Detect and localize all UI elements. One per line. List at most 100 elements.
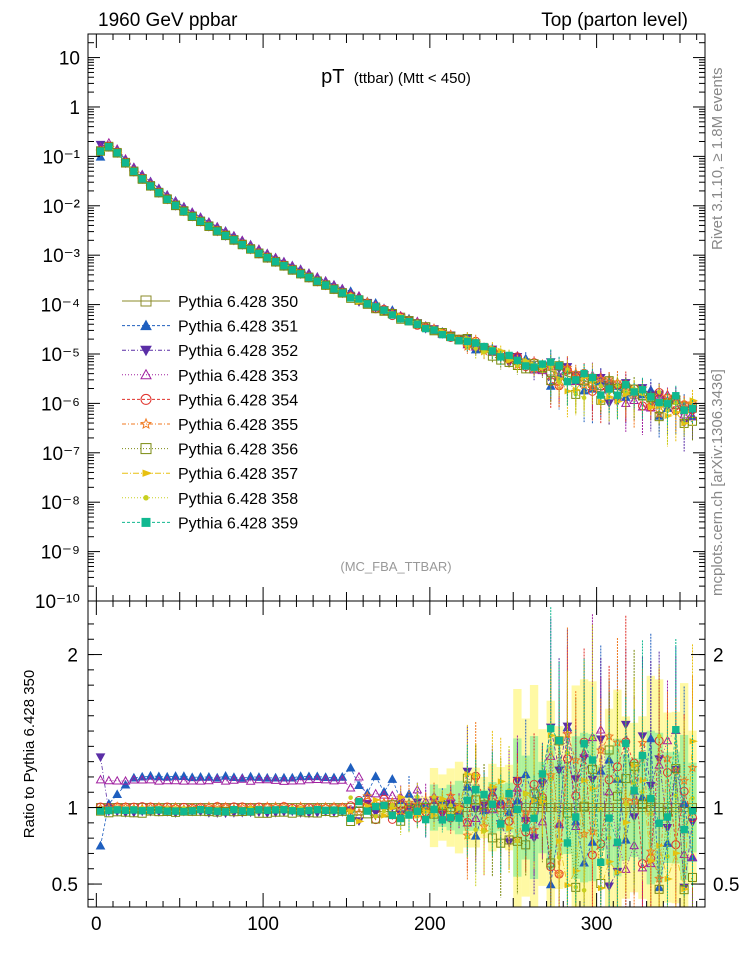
ratio-point xyxy=(329,775,339,785)
ratio-point xyxy=(145,774,156,784)
data-point xyxy=(572,376,580,384)
ratio-point xyxy=(656,733,662,739)
ratio-point xyxy=(338,807,347,815)
y-tick-label: 10⁻¹⁰ xyxy=(35,592,80,613)
ratio-point xyxy=(270,772,281,782)
legend-label: Pythia 6.428 350 xyxy=(178,294,298,311)
ratio-y-tick-label: 1 xyxy=(67,799,78,820)
watermark: (MC_FBA_TTBAR) xyxy=(340,559,451,574)
ratio-point xyxy=(515,838,520,844)
data-point xyxy=(263,253,271,262)
ratio-point xyxy=(295,775,306,785)
legend-item-354: Pythia 6.428 354 xyxy=(122,392,298,409)
data-point xyxy=(371,303,380,311)
ratio-point xyxy=(547,724,555,733)
ratio-point xyxy=(320,772,331,781)
ratio-point xyxy=(337,775,348,784)
ratio-point xyxy=(430,805,438,814)
data-point xyxy=(647,393,655,401)
ratio-point xyxy=(229,775,239,784)
legend-marker xyxy=(140,345,152,357)
ratio-point xyxy=(538,770,547,778)
ratio-point xyxy=(312,774,323,783)
ratio-y-tick-label: 0.5 xyxy=(52,875,78,896)
ratio-point xyxy=(346,814,355,823)
legend-label: Pythia 6.428 359 xyxy=(178,515,298,532)
data-point xyxy=(556,379,562,385)
mcplots-label: mcplots.cern.ch [arXiv:1306.3436] xyxy=(709,369,726,596)
legend-label: Pythia 6.428 352 xyxy=(178,343,298,360)
ratio-point xyxy=(162,775,173,785)
data-point xyxy=(330,285,338,293)
data-point xyxy=(595,373,606,384)
ratio-point xyxy=(287,775,298,785)
legend-marker xyxy=(142,469,153,477)
data-point xyxy=(672,392,680,400)
data-point xyxy=(113,149,121,157)
ratio-point xyxy=(387,774,398,783)
main-data-layer xyxy=(95,137,698,452)
ratio-point xyxy=(689,738,698,745)
legend-marker xyxy=(141,517,151,527)
ratio-point xyxy=(372,796,382,804)
legend-marker xyxy=(140,368,152,380)
ratio-point xyxy=(347,808,357,815)
x-tick-label: 100 xyxy=(247,914,279,935)
ratio-point xyxy=(606,858,615,865)
ratio-point xyxy=(664,875,673,883)
legend-label: Pythia 6.428 356 xyxy=(178,442,298,459)
legend: Pythia 6.428 350 Pythia 6.428 351 Pythia 6… xyxy=(122,294,298,532)
main-panel: 10⁻¹⁰ 10⁻⁹ 10⁻⁸ 10⁻⁷ 10⁻⁶ 10⁻⁵ 10⁻⁴ 10⁻³ 10⁻² 10⁻… xyxy=(35,33,706,613)
ratio-point xyxy=(581,887,587,893)
main-y-axis: 10⁻¹⁰ 10⁻⁹ 10⁻⁸ 10⁻⁷ 10⁻⁶ 10⁻⁵ 10⁻⁴ 10⁻³ 10⁻² 10⁻… xyxy=(35,33,705,613)
y-tick-label: 10⁻⁷ xyxy=(42,444,80,465)
data-point xyxy=(688,404,697,413)
series-359 xyxy=(96,143,697,426)
ratio-point xyxy=(212,774,223,783)
ratio-y-tick-label-right: 1 xyxy=(713,799,724,820)
ratio-point xyxy=(681,885,690,893)
data-point xyxy=(488,347,497,355)
ratio-ylabel: Ratio to Pythia 6.428 350 xyxy=(21,670,38,838)
legend-item-355: Pythia 6.428 355 xyxy=(122,417,298,434)
data-point xyxy=(605,385,613,393)
header-right: Top (parton level) xyxy=(541,10,688,31)
ratio-point xyxy=(304,774,314,784)
y-tick-label: 10⁻² xyxy=(43,197,81,218)
ratio-point xyxy=(445,790,456,801)
ratio-point xyxy=(547,732,557,739)
ratio-point xyxy=(472,772,482,779)
ratio-point xyxy=(380,801,388,810)
ratio-point xyxy=(220,771,231,780)
legend-marker xyxy=(140,393,152,405)
ratio-point xyxy=(529,824,540,835)
ratio-point xyxy=(631,762,640,769)
y-tick-label: 10⁻¹ xyxy=(43,147,81,168)
data-point xyxy=(630,388,638,396)
ratio-point xyxy=(413,807,422,816)
ratio-point xyxy=(187,775,198,785)
ratio-point xyxy=(614,868,623,876)
plot-title-sub: (ttbar) (Mtt < 450) xyxy=(354,70,471,87)
legend-label: Pythia 6.428 357 xyxy=(178,466,298,483)
ratio-point xyxy=(531,797,540,804)
legend-item-357: Pythia 6.428 357 xyxy=(122,466,298,483)
ratio-point xyxy=(473,827,479,833)
ratio-point xyxy=(354,780,364,790)
y-tick-label: 10⁻⁴ xyxy=(41,296,80,317)
legend-label: Pythia 6.428 353 xyxy=(178,368,298,385)
data-point xyxy=(171,201,180,210)
ratio-point xyxy=(103,775,114,785)
data-point xyxy=(547,358,555,366)
x-tick-label: 300 xyxy=(581,914,613,935)
data-point xyxy=(271,258,280,266)
y-tick-label: 10 xyxy=(59,49,80,70)
ratio-point xyxy=(254,774,264,784)
ratio-series-line xyxy=(100,740,693,875)
x-tick-label: 0 xyxy=(91,914,102,935)
data-point xyxy=(255,249,263,258)
data-point xyxy=(613,391,622,399)
ratio-point xyxy=(354,771,364,781)
ratio-point xyxy=(556,838,565,845)
main-x-ticks xyxy=(95,34,698,601)
